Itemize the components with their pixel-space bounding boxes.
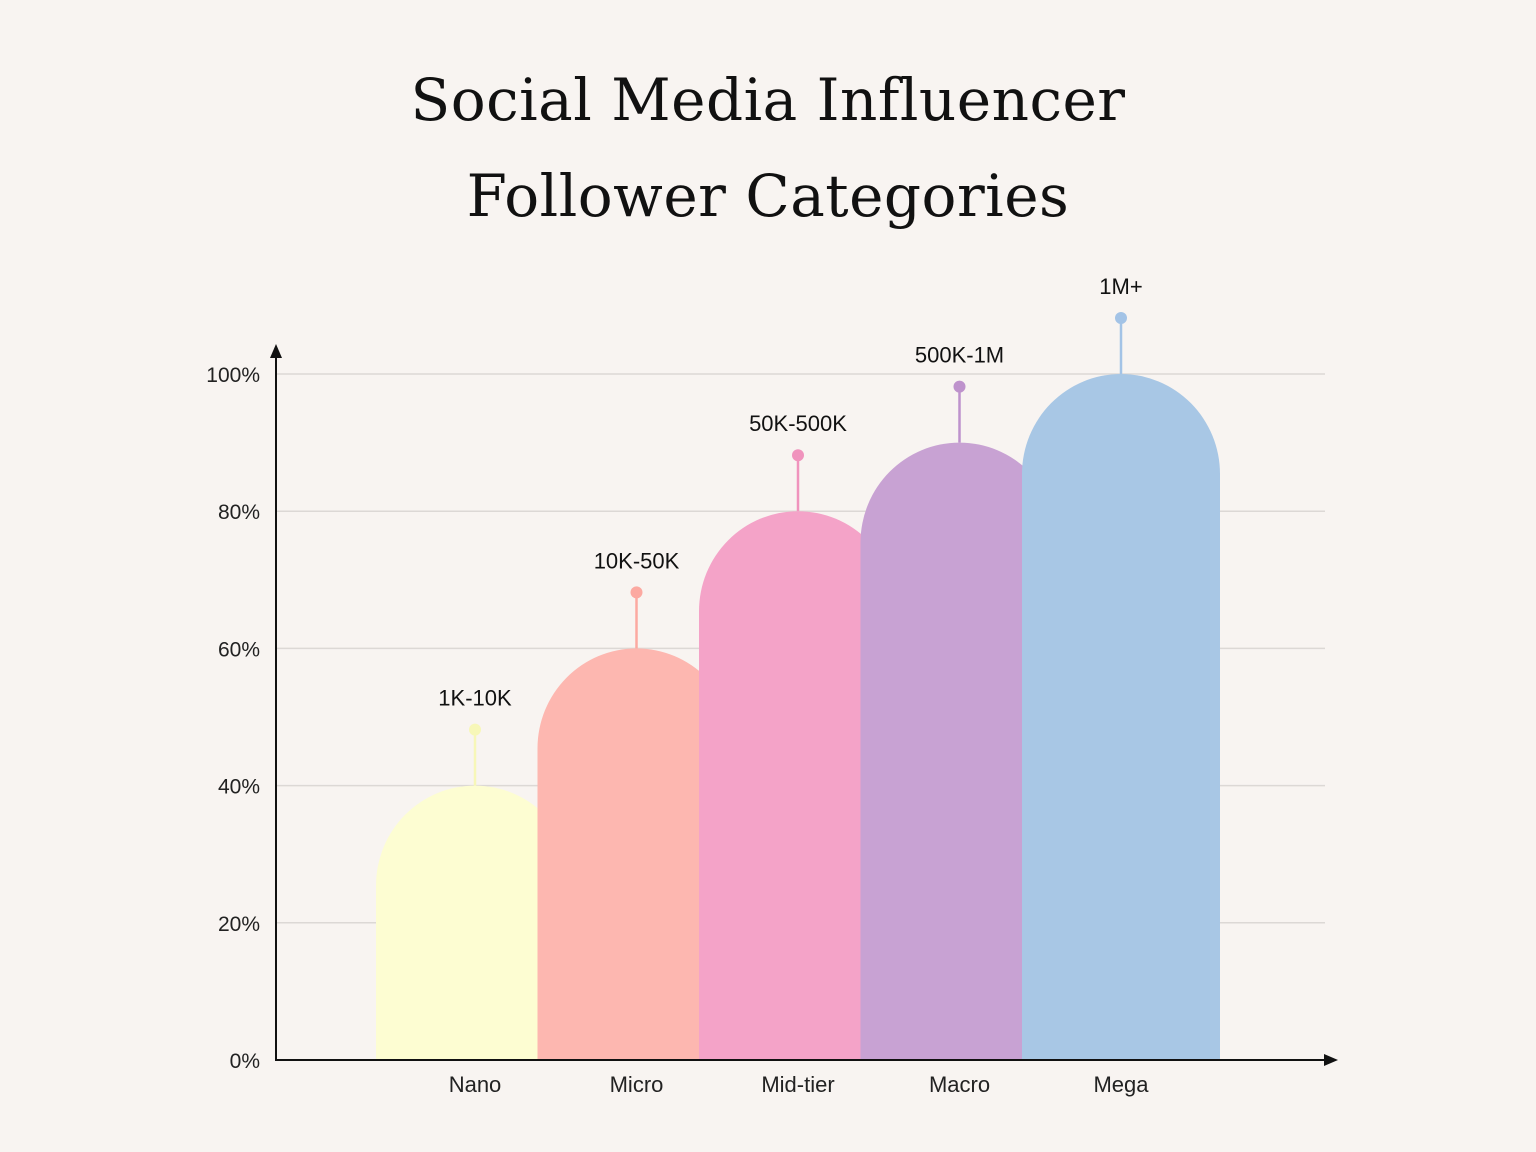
x-axis-labels: Nano Micro Mid-tier Macro Mega [449,1072,1150,1097]
data-label: 10K-50K [594,548,680,573]
bar-nano [376,785,574,1060]
y-tick-label: 80% [218,501,260,524]
x-category-label: Micro [610,1072,664,1097]
y-axis-arrow-icon [270,344,282,358]
marker-dot [1115,312,1127,324]
bar-mid-tier [699,511,897,1060]
data-markers: 1K-10K 10K-50K 50K-500K 500K-1M 1M+ [438,274,1143,786]
bar-micro [537,648,736,1060]
data-label: 500K-1M [915,343,1004,368]
y-tick-label: 60% [218,638,260,661]
data-label: 1K-10K [438,686,512,711]
x-category-label: Mid-tier [761,1072,834,1097]
y-tick-label: 0% [230,1050,260,1073]
data-label: 1M+ [1099,274,1142,299]
y-tick-label: 20% [218,913,260,936]
marker-dot [630,586,643,599]
bar-macro [860,442,1059,1060]
marker-dot [792,449,804,462]
marker-dot [953,380,966,393]
marker-dot [469,723,481,736]
y-tick-label: 40% [218,776,260,799]
y-tick-label: 100% [206,364,260,387]
x-category-label: Mega [1093,1072,1149,1097]
bars [376,374,1220,1060]
x-axis-arrow-icon [1324,1054,1338,1066]
chart-title-line-1: Social Media Influencer [410,66,1126,134]
x-category-label: Macro [929,1072,990,1097]
bar-mega [1022,374,1220,1060]
y-axis-ticks: 0% 20% 40% 60% 80% 100% [206,364,260,1073]
x-category-label: Nano [449,1072,502,1097]
data-label: 50K-500K [749,411,847,436]
chart-title-line-2: Follower Categories [466,162,1070,230]
chart-title: Social Media Influencer Follower Categor… [0,52,1536,244]
axes [270,344,1338,1066]
